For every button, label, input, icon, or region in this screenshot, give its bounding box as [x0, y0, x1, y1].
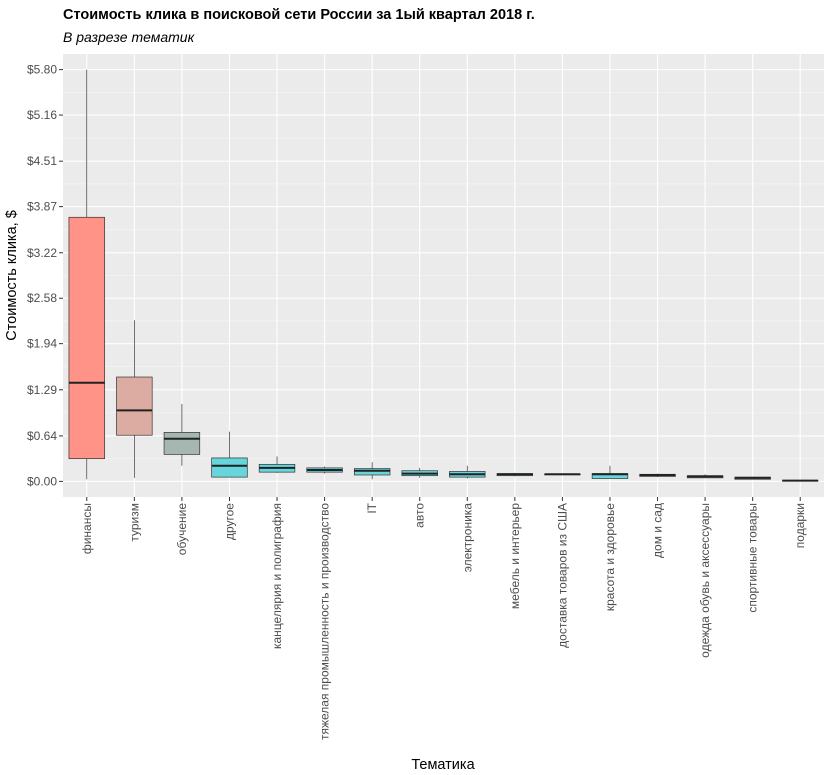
box-2 [116, 320, 153, 478]
box-13 [639, 473, 676, 478]
y-tick-label: $3.87 [27, 200, 57, 214]
box-7 [353, 462, 391, 480]
y-axis-title: Стоимость клика, $ [4, 210, 20, 341]
x-tick-label: одежда обувь и аксессуары [698, 503, 712, 658]
x-axis: финансы туризм обучение другое канцелярия и … [80, 497, 807, 740]
box-12 [591, 465, 629, 479]
box-9 [449, 465, 486, 479]
box-4 [211, 431, 248, 478]
x-tick-label: туризм [127, 503, 141, 542]
box-body [163, 432, 201, 455]
box-8 [401, 467, 438, 478]
y-tick-label: $1.94 [27, 337, 57, 351]
y-tick-label: $0.64 [27, 429, 57, 443]
box-10 [496, 472, 534, 477]
chart-subtitle: В разрезе тематик [63, 29, 196, 45]
x-tick-label: подарки [793, 503, 807, 548]
y-tick-label: $0.00 [27, 474, 57, 488]
box-5 [258, 456, 296, 473]
box-11 [544, 473, 581, 476]
y-tick-label: $1.29 [27, 383, 57, 397]
y-tick-label: $5.16 [27, 108, 57, 122]
chart-title: Стоимость клика в поисковой сети России … [63, 7, 535, 23]
x-tick-label: доставка товаров из США [555, 503, 569, 648]
box-14 [686, 474, 724, 479]
box-15 [734, 476, 771, 480]
x-tick-label: финансы [80, 503, 94, 554]
box-body [116, 376, 153, 436]
x-tick-label: IT [365, 502, 379, 513]
x-tick-label: канцелярия и полиграфия [270, 503, 284, 649]
y-tick-label: $2.58 [27, 291, 57, 305]
x-tick-label: мебель и интерьер [508, 503, 522, 609]
x-tick-label: спортивные товары [746, 503, 760, 613]
box-1 [68, 69, 105, 480]
x-tick-label: красота и здоровье [603, 503, 617, 611]
boxes-layer [68, 69, 819, 482]
y-tick-label: $5.80 [27, 63, 57, 77]
box-3 [163, 403, 201, 466]
x-tick-label: дом и сад [651, 503, 665, 558]
box-body [353, 468, 391, 476]
x-tick-label: другое [222, 503, 236, 540]
y-tick-label: $3.22 [27, 246, 57, 260]
box-6 [306, 466, 343, 474]
box-16 [782, 479, 819, 482]
y-axis: $0.00 $0.64 $1.29 $1.94 $2.58 $3.22 $3.87 $4.51… [27, 63, 63, 488]
box-body [68, 216, 105, 460]
x-tick-label: электроника [460, 503, 474, 573]
x-axis-title: Тематика [411, 757, 475, 773]
box-body [211, 457, 248, 478]
y-tick-label: $4.51 [27, 154, 57, 168]
x-tick-label: авто [413, 503, 427, 528]
x-tick-label: обучение [175, 503, 189, 556]
x-tick-label: тяжелая промышленность и производство [318, 503, 332, 740]
